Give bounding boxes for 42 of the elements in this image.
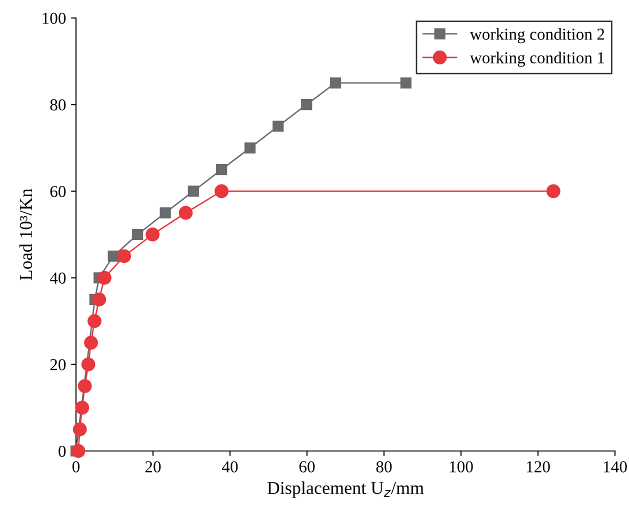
point <box>301 99 312 110</box>
point <box>400 77 412 89</box>
x-tick-label: 120 <box>526 461 550 472</box>
x-axis-title: Displacement U$_{z}$/mm <box>267 481 424 498</box>
point <box>216 164 228 176</box>
point <box>78 379 92 393</box>
x-tick-label: 140 <box>604 461 627 472</box>
point <box>546 184 560 198</box>
point <box>178 206 193 220</box>
x-tick-label: 0 <box>72 461 80 472</box>
y-tick-label: 100 <box>42 12 66 24</box>
point <box>81 357 96 372</box>
point <box>72 422 87 436</box>
y-tick-label: 60 <box>50 186 66 198</box>
point <box>108 250 119 262</box>
x-tick-label: 20 <box>145 461 161 472</box>
point <box>98 270 112 285</box>
point <box>84 336 98 350</box>
y-axis-title: Load 10³/Kn <box>19 188 32 280</box>
point <box>92 292 106 306</box>
point <box>330 77 342 89</box>
point <box>146 228 160 242</box>
x-tick-label: 80 <box>376 461 392 472</box>
point <box>88 314 102 328</box>
x-tick-label: 100 <box>450 461 473 472</box>
point <box>214 184 228 198</box>
point <box>117 249 132 264</box>
point <box>188 186 199 197</box>
point <box>244 142 256 154</box>
point <box>75 400 90 415</box>
point <box>272 120 284 132</box>
legend-label: working condition 1 <box>470 52 604 67</box>
point <box>71 444 86 458</box>
x-tick-label: 60 <box>299 461 315 472</box>
point <box>160 207 171 218</box>
y-tick-label: 40 <box>50 272 66 284</box>
x-tick-label: 40 <box>222 461 238 472</box>
y-tick-label: 0 <box>58 446 66 457</box>
point <box>132 228 144 240</box>
legend-label: working condition 2 <box>470 28 604 44</box>
y-tick-label: 20 <box>50 359 66 370</box>
y-tick-label: 80 <box>50 99 66 111</box>
